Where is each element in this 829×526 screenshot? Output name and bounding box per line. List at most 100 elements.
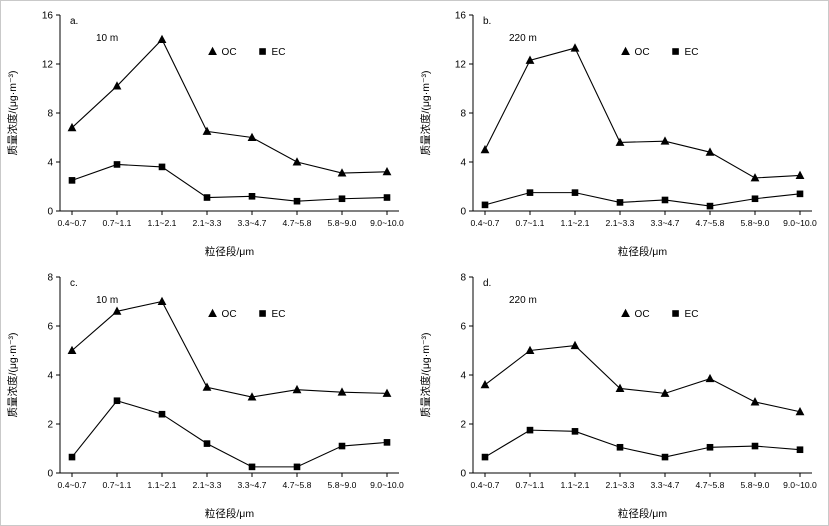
y-tick-label: 12	[455, 60, 467, 71]
oc-marker	[750, 173, 760, 182]
series-ec	[68, 161, 391, 205]
axes	[59, 15, 399, 212]
x-tick-label: 0.4~0.7	[471, 218, 500, 228]
chart-b: 0 4 8 12 16 0.4~0.7 0.7~1.1 1.1~2.1 2.1~3.3 3.3~4…	[419, 11, 817, 259]
ec-marker	[481, 201, 489, 209]
x-tick-label: 9.0~10.0	[783, 480, 817, 490]
line-oc	[71, 300, 387, 398]
oc-marker	[615, 383, 625, 392]
ec-marker	[383, 439, 391, 446]
ec-marker	[248, 463, 256, 471]
y-tick-label: 16	[42, 11, 54, 22]
legend-ec-marker	[259, 48, 266, 55]
axes	[472, 277, 813, 474]
line-ec	[484, 429, 801, 458]
legend-ec-marker	[672, 310, 680, 317]
legend-oc-marker	[621, 308, 631, 317]
y-axis-title: 质量浓度/(μg·m⁻³)	[6, 332, 19, 417]
y-tick-label: 0	[461, 207, 467, 218]
oc-marker	[202, 126, 212, 135]
ec-marker	[616, 443, 624, 451]
ec-marker	[751, 195, 759, 203]
x-tick-label: 5.8~9.0	[741, 480, 770, 490]
oc-marker	[292, 384, 302, 394]
ec-marker	[796, 446, 804, 454]
y-tick-label: 4	[47, 158, 53, 169]
ec-marker	[481, 453, 489, 461]
y-tick-label: 2	[461, 420, 467, 431]
panel-label: b.	[483, 16, 491, 27]
x-tick-label: 2.1~3.3	[192, 480, 221, 490]
y-tick-label: 0	[461, 469, 467, 480]
chart-a: 0 4 8 12 16 0.4~0.7 0.7~1.1 1.1~2.1 2.1~3.3 3.3~4…	[6, 11, 404, 259]
x-tick-label: 9.0~10.0	[370, 218, 404, 228]
ec-marker	[68, 177, 76, 184]
ec-marker	[526, 189, 534, 196]
x-tick-label: 0.7~1.1	[516, 218, 545, 228]
ec-marker	[293, 463, 301, 471]
x-axis-title: 粒径段/μm	[205, 245, 254, 258]
legend-ec-marker	[259, 310, 266, 317]
x-tick-label: 9.0~10.0	[370, 480, 404, 490]
oc-marker	[337, 168, 347, 177]
oc-marker	[157, 34, 167, 43]
ec-marker	[293, 197, 301, 205]
legend-label-ec: EC	[685, 47, 699, 58]
legend-ec-marker	[672, 48, 680, 55]
ec-marker	[661, 453, 669, 461]
x-tick-label: 1.1~2.1	[147, 480, 176, 490]
x-ticks: 0.4~0.7 0.7~1.1 1.1~2.1 2.1~3.3 3.3~4.7 4.7~5…	[57, 211, 404, 228]
line-oc	[484, 47, 801, 179]
x-ticks: 0.4~0.7 0.7~1.1 1.1~2.1 2.1~3.3 3.3~4.7 4.7~5…	[57, 473, 404, 490]
legend-label-ec: EC	[685, 309, 699, 320]
ec-marker	[706, 443, 714, 451]
x-tick-label: 2.1~3.3	[606, 218, 635, 228]
ec-marker	[338, 195, 346, 203]
line-ec	[71, 400, 387, 468]
oc-marker	[67, 122, 77, 132]
oc-marker	[795, 406, 805, 416]
oc-marker	[292, 157, 302, 166]
height-label: 10 m	[96, 295, 118, 306]
x-tick-label: 3.3~4.7	[651, 480, 680, 490]
panel-label: d.	[483, 278, 491, 289]
y-tick-label: 8	[47, 109, 53, 120]
chart-d: 0 2 4 6 8 0.4~0.7 0.7~1.1 1.1~2.1 2.1~3.3 3.3~4.7…	[419, 273, 817, 521]
x-tick-label: 2.1~3.3	[606, 480, 635, 490]
oc-marker	[570, 43, 580, 52]
oc-marker	[660, 136, 670, 145]
y-tick-label: 8	[461, 109, 467, 120]
chart-panel-b: 0 4 8 12 16 0.4~0.7 0.7~1.1 1.1~2.1 2.1~3.3 3.3~4…	[415, 1, 829, 263]
ec-marker	[113, 397, 121, 405]
axes	[472, 15, 813, 212]
y-tick-label: 12	[42, 60, 54, 71]
legend: OC EC	[207, 308, 285, 320]
y-axis-title: 质量浓度/(μg·m⁻³)	[419, 70, 432, 155]
legend-label-oc: OC	[221, 47, 236, 58]
y-ticks: 0 4 8 12 16	[42, 11, 60, 218]
line-oc	[484, 345, 801, 413]
legend-label-oc: OC	[221, 309, 236, 320]
x-tick-label: 0.7~1.1	[102, 480, 131, 490]
x-tick-label: 4.7~5.8	[696, 218, 725, 228]
oc-marker	[112, 306, 122, 315]
height-label: 220 m	[509, 295, 537, 306]
ec-marker	[751, 442, 759, 450]
series-oc	[67, 34, 392, 177]
x-ticks: 0.4~0.7 0.7~1.1 1.1~2.1 2.1~3.3 3.3~4.7 4.7~5…	[471, 211, 817, 228]
x-tick-label: 0.7~1.1	[102, 218, 131, 228]
ec-marker	[203, 194, 211, 201]
x-tick-label: 1.1~2.1	[561, 480, 590, 490]
series-ec	[481, 426, 804, 461]
x-tick-label: 0.7~1.1	[516, 480, 545, 490]
y-ticks: 0 2 4 6 8	[47, 273, 60, 480]
x-tick-label: 4.7~5.8	[282, 218, 311, 228]
y-tick-label: 8	[461, 273, 467, 284]
oc-marker	[795, 170, 805, 179]
x-tick-label: 2.1~3.3	[192, 218, 221, 228]
oc-marker	[337, 387, 347, 396]
x-tick-label: 3.3~4.7	[237, 480, 266, 490]
x-tick-label: 0.4~0.7	[57, 480, 86, 490]
x-axis-title: 粒径段/μm	[205, 507, 254, 520]
x-tick-label: 5.8~9.0	[327, 218, 356, 228]
